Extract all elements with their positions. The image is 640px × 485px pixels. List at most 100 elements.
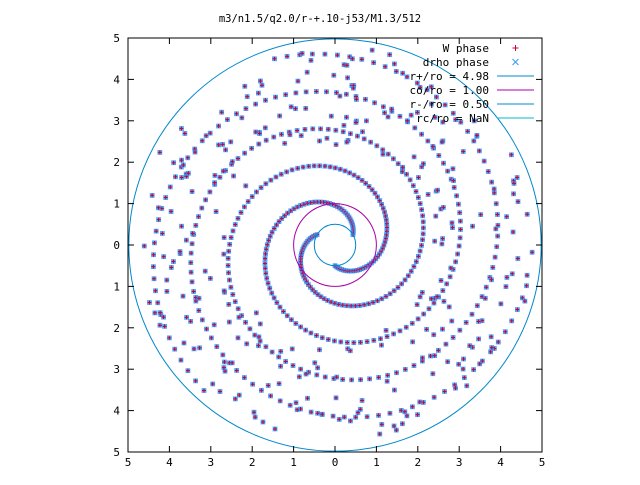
w-phase-point: [389, 107, 394, 112]
w-phase-point: [169, 209, 174, 214]
w-phase-point: [221, 252, 226, 257]
w-phase-point: [181, 340, 186, 345]
w-phase-point: [449, 220, 454, 225]
w-phase-point: [260, 419, 265, 424]
w-phase-point: [259, 388, 264, 393]
w-phase-point: [489, 180, 494, 185]
x-tick-label: 3: [207, 456, 214, 469]
w-phase-point: [364, 118, 369, 123]
y-tick-label: 5: [113, 446, 120, 459]
y-tick-label: 2: [113, 156, 120, 169]
w-phase-point: [396, 161, 401, 166]
w-phase-point: [489, 277, 494, 282]
w-phase-point: [300, 51, 305, 56]
w-phase-point: [210, 381, 215, 386]
w-phase-point: [441, 161, 446, 166]
w-phase-point: [302, 127, 307, 132]
w-phase-point: [494, 244, 499, 249]
w-phase-point: [212, 173, 217, 178]
w-phase-point: [312, 163, 317, 168]
w-phase-point: [525, 273, 530, 278]
w-phase-point: [431, 332, 436, 337]
w-phase-point: [451, 178, 456, 183]
w-phase-point: [515, 256, 520, 261]
w-phase-point: [340, 303, 345, 308]
w-phase-point: [171, 160, 176, 165]
w-phase-point: [471, 138, 476, 143]
w-phase-point: [216, 142, 221, 147]
w-phase-point: [230, 360, 235, 365]
w-phase-point: [461, 367, 466, 372]
w-phase-point: [312, 360, 317, 365]
w-phase-point: [188, 319, 193, 324]
w-phase-point: [350, 56, 355, 61]
w-phase-point: [258, 339, 263, 344]
w-phase-point: [253, 415, 258, 420]
w-phase-point: [411, 183, 416, 188]
w-phase-point: [229, 235, 234, 240]
w-phase-point: [494, 201, 499, 206]
y-tick-label: 1: [113, 280, 120, 293]
w-phase-point: [416, 254, 421, 259]
x-tick-label: 5: [125, 456, 132, 469]
w-phase-point: [397, 328, 402, 333]
w-phase-point: [472, 118, 477, 123]
w-phase-point: [400, 71, 405, 76]
w-phase-point: [372, 191, 377, 196]
w-phase-point: [440, 236, 445, 241]
w-phase-point: [419, 207, 424, 212]
w-phase-point: [253, 129, 258, 134]
w-phase-point: [247, 326, 252, 331]
w-phase-point: [392, 423, 397, 428]
w-phase-point: [283, 359, 288, 364]
w-phase-point: [266, 238, 271, 243]
w-phase-point: [203, 197, 208, 202]
w-phase-point: [384, 328, 389, 333]
w-phase-point: [274, 300, 279, 305]
w-phase-point: [265, 242, 270, 247]
w-phase-point: [476, 336, 481, 341]
w-phase-point: [181, 163, 186, 168]
w-phase-point: [420, 213, 425, 218]
w-phase-point: [510, 271, 515, 276]
w-phase-point: [185, 155, 190, 160]
w-phase-point: [376, 375, 381, 380]
y-tick-label: 3: [113, 115, 120, 128]
w-phase-point: [314, 89, 319, 94]
w-phase-point: [204, 327, 209, 332]
w-phase-point: [455, 251, 460, 256]
w-phase-point: [387, 52, 392, 57]
w-phase-point: [152, 240, 157, 245]
w-phase-point: [429, 84, 434, 89]
w-phase-point: [486, 169, 491, 174]
legend-swatch-w-phase: [512, 45, 519, 51]
w-phase-point: [171, 259, 176, 264]
w-phase-point: [277, 381, 282, 386]
w-phase-point: [320, 412, 325, 417]
w-phase-point: [258, 78, 263, 83]
w-phase-point: [489, 345, 494, 350]
w-phase-point: [462, 375, 467, 380]
w-phase-point: [503, 284, 508, 289]
w-phase-point: [163, 195, 168, 200]
w-phase-point: [156, 217, 161, 222]
w-phase-point: [231, 173, 236, 178]
w-phase-point: [278, 364, 283, 369]
w-phase-point: [441, 299, 446, 304]
w-phase-point: [353, 120, 358, 125]
w-phase-point: [400, 421, 405, 426]
w-phase-point: [384, 294, 389, 299]
w-phase-point: [493, 255, 498, 260]
w-phase-point: [270, 350, 275, 355]
w-phase-point: [421, 225, 426, 230]
w-phase-point: [167, 335, 172, 340]
w-phase-point: [434, 95, 439, 100]
w-phase-point: [456, 362, 461, 367]
w-phase-point: [408, 177, 413, 182]
w-phase-point: [433, 214, 438, 219]
w-phase-point: [458, 219, 463, 224]
w-phase-point: [384, 217, 389, 222]
w-phase-point: [450, 225, 455, 230]
w-phase-point: [193, 223, 198, 228]
w-phase-point: [359, 57, 364, 62]
